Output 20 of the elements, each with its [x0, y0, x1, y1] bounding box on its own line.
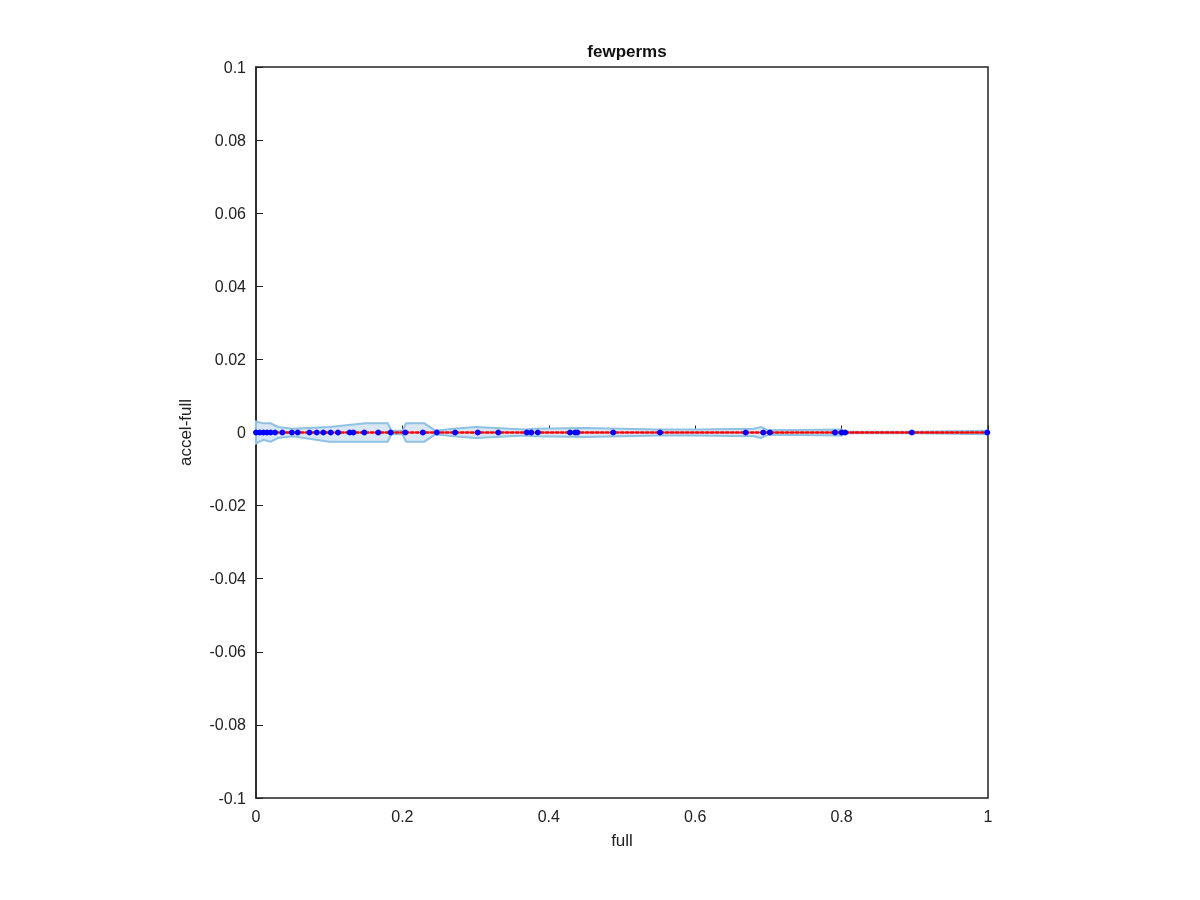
x-tick-label: 0 — [251, 807, 261, 825]
y-tick-label: 0.08 — [214, 131, 247, 149]
x-axis-title: full — [611, 831, 633, 850]
chart-title: fewperms — [587, 42, 667, 61]
y-tick-label: 0.02 — [214, 350, 247, 368]
y-tick-label: 0.04 — [214, 277, 247, 295]
y-tick-label: -0.1 — [218, 789, 247, 807]
y-tick-label: -0.08 — [209, 716, 247, 734]
y-tick-label: 0.1 — [223, 58, 247, 76]
x-tick-label: 0.8 — [830, 807, 853, 825]
x-tick-label: 0.6 — [684, 807, 707, 825]
y-axis-title: accel-full — [176, 398, 195, 467]
x-tick-label: 0.4 — [537, 807, 561, 825]
y-tick-label: 0.06 — [214, 204, 247, 222]
x-tick-label: 0.2 — [391, 807, 414, 825]
y-tick-label: 0 — [237, 424, 247, 441]
y-tick-label: -0.04 — [209, 570, 247, 588]
y-tick-label: -0.06 — [209, 643, 247, 661]
x-tick-label: 1 — [983, 807, 993, 825]
y-tick-label: -0.02 — [209, 497, 247, 515]
